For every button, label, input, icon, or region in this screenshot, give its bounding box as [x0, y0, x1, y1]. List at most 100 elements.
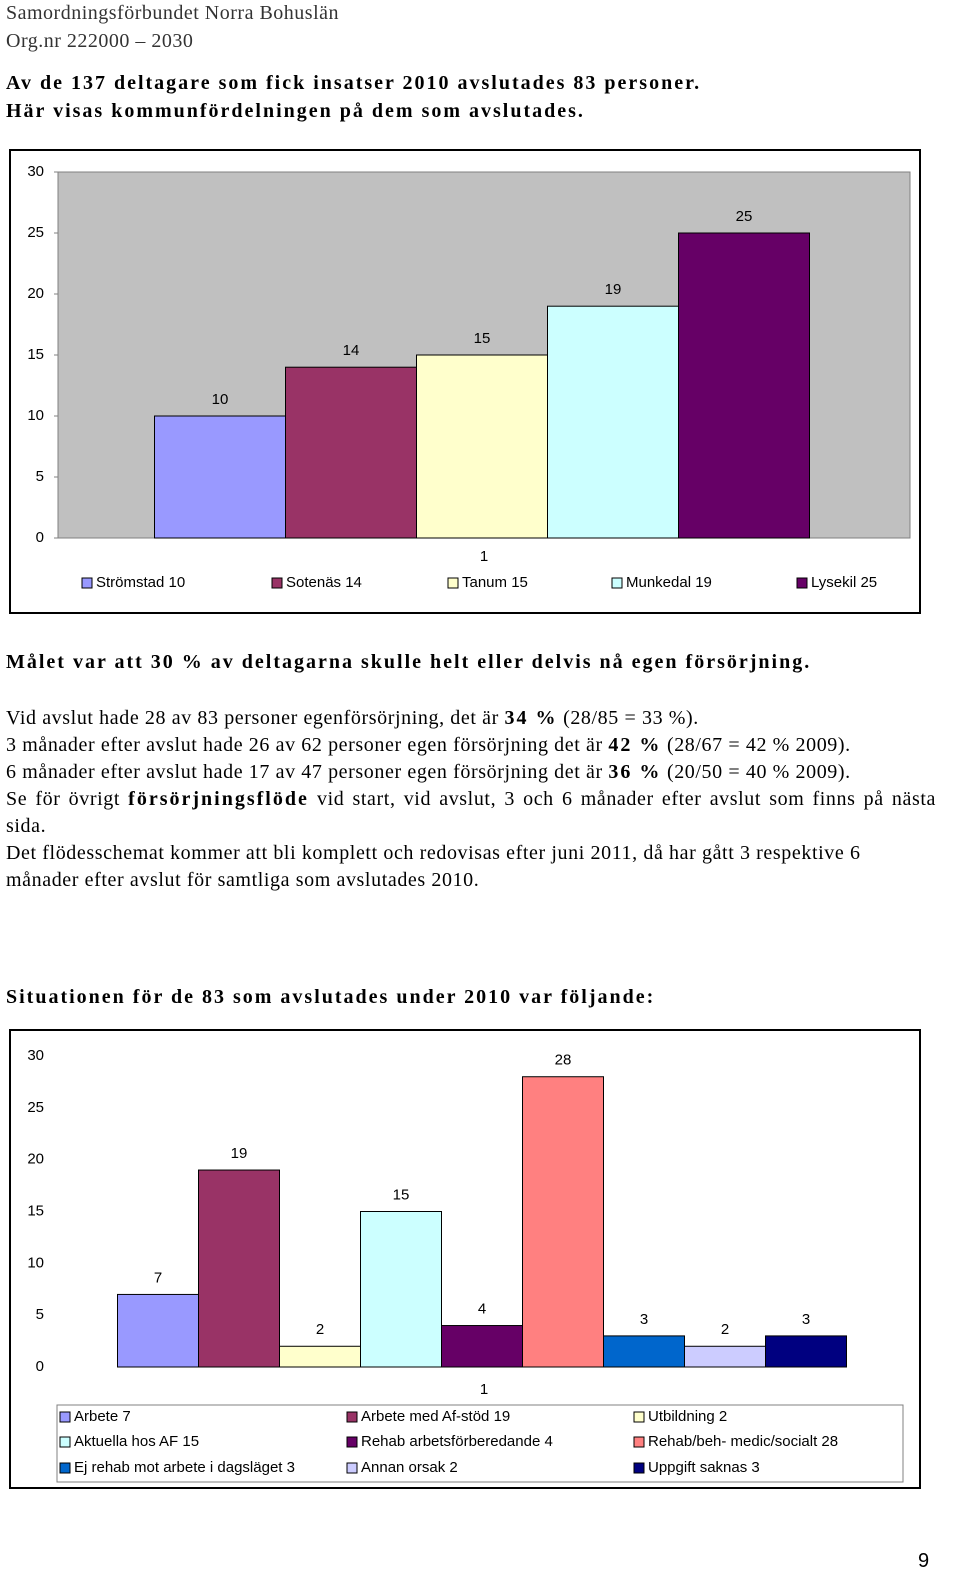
text: vid start, vid avslut, 3 och 6 månader e…: [6, 788, 937, 837]
legend-label: Uppgift saknas 3: [648, 1459, 760, 1476]
text: 42 %: [608, 734, 662, 756]
legend-label: Tanum 15: [462, 574, 528, 591]
text: (28/67 = 42 % 2009).: [661, 734, 851, 756]
text: 36 %: [608, 761, 662, 783]
y-tick-label: 30: [27, 1047, 44, 1064]
chart: 0 5 10 15 20 25 30 1 7 19 2 15 4 28 3 2 3 Arbete 7 Arbete …: [9, 1029, 921, 1489]
legend-swatch: [59, 1462, 71, 1474]
paragraph: Det flödesschemat kommer att bli komplet…: [6, 840, 936, 894]
y-tick-label: 15: [27, 346, 44, 363]
bar: [765, 1335, 847, 1368]
y-tick-label: 0: [36, 529, 44, 546]
y-tick-label: 15: [27, 1202, 44, 1219]
bar: [360, 1211, 442, 1368]
x-tick-label: 1: [480, 548, 488, 565]
org-number: Org.nr 222000 – 2030: [6, 30, 194, 52]
y-tick-label: 20: [27, 285, 44, 302]
y-tick-label: 10: [27, 407, 44, 424]
legend-swatch: [346, 1411, 358, 1423]
text: 34 %: [504, 707, 558, 729]
bar: [198, 1169, 280, 1368]
legend-swatch: [611, 577, 623, 589]
bar: [522, 1076, 604, 1368]
data-label: 4: [478, 1301, 486, 1318]
intro-line: Av de 137 deltagare som fick insatser 20…: [6, 72, 702, 94]
y-tick-label: 25: [27, 224, 44, 241]
legend-label: Lysekil 25: [811, 574, 877, 591]
text: (28/85 = 33 %).: [557, 707, 699, 729]
data-label: 3: [640, 1311, 648, 1328]
text: 6 månader efter avslut hade 17 av 47 per…: [6, 761, 609, 783]
page-number: 9: [918, 1550, 930, 1572]
data-label: 3: [802, 1311, 810, 1328]
legend-swatch: [796, 577, 808, 589]
y-tick-label: 5: [36, 1306, 44, 1323]
legend-label: Aktuella hos AF 15: [74, 1433, 199, 1450]
bar: [416, 354, 548, 539]
y-tick-label: 0: [36, 1358, 44, 1375]
data-label: 2: [316, 1321, 324, 1338]
legend-swatch: [271, 577, 283, 589]
legend-swatch: [346, 1436, 358, 1448]
text: 3 månader efter avslut hade 26 av 62 per…: [6, 734, 609, 756]
y-tick-label: 25: [27, 1099, 44, 1116]
data-label: 19: [231, 1145, 248, 1162]
data-label: 19: [605, 281, 622, 298]
data-label: 7: [154, 1269, 162, 1286]
situation-heading: Situationen för de 83 som avslutades und…: [6, 986, 656, 1008]
data-label: 28: [555, 1052, 572, 1069]
data-label: 15: [393, 1186, 410, 1203]
x-tick-label: 1: [480, 1381, 488, 1398]
org-name: Samordningsförbundet Norra Bohuslän: [6, 2, 340, 24]
legend-swatch: [633, 1411, 645, 1423]
legend-swatch: [633, 1462, 645, 1474]
data-label: 14: [343, 342, 360, 359]
legend-label: Utbildning 2: [648, 1408, 727, 1425]
data-label: 2: [721, 1321, 729, 1338]
bar: [154, 415, 286, 539]
legend-swatch: [59, 1411, 71, 1423]
y-tick-label: 30: [27, 163, 44, 180]
legend-swatch: [59, 1436, 71, 1448]
legend-label: Ej rehab mot arbete i dagsläget 3: [74, 1459, 295, 1476]
legend-label: Arbete 7: [74, 1408, 131, 1425]
bar: [678, 232, 810, 539]
data-label: 15: [474, 330, 491, 347]
legend-label: Annan orsak 2: [361, 1459, 458, 1476]
legend-label: Rehab/beh- medic/socialt 28: [648, 1433, 838, 1450]
legend-swatch: [633, 1436, 645, 1448]
paragraph: Se för övrigt försörjningsflöde vid star…: [6, 786, 936, 840]
text: Vid avslut hade 28 av 83 personer egenfö…: [6, 707, 505, 729]
text: Se för övrigt: [6, 788, 129, 810]
paragraph: 3 månader efter avslut hade 26 av 62 per…: [6, 732, 936, 759]
legend-swatch: [346, 1462, 358, 1474]
legend-swatch: [447, 577, 459, 589]
y-tick-label: 5: [36, 468, 44, 485]
bar: [547, 305, 679, 539]
bar: [285, 366, 417, 539]
data-label: 25: [736, 208, 753, 225]
legend-label: Rehab arbetsförberedande 4: [361, 1433, 553, 1450]
data-label: 10: [212, 391, 229, 408]
bar: [603, 1335, 685, 1368]
legend-swatch: [81, 577, 93, 589]
bar: [441, 1325, 523, 1368]
legend-label: Munkedal 19: [626, 574, 712, 591]
paragraph: Vid avslut hade 28 av 83 personer egenfö…: [6, 705, 936, 732]
paragraph: 6 månader efter avslut hade 17 av 47 per…: [6, 759, 936, 786]
intro-line: Här visas kommunfördelningen på dem som …: [6, 100, 585, 122]
text: försörjningsflöde: [128, 788, 309, 810]
legend-label: Strömstad 10: [96, 574, 185, 591]
bar: [684, 1345, 766, 1368]
goal-heading: Målet var att 30 % av deltagarna skulle …: [6, 651, 812, 673]
y-tick-label: 20: [27, 1151, 44, 1168]
text: Det flödesschemat kommer att bli komplet…: [6, 842, 861, 891]
legend-label: Sotenäs 14: [286, 574, 362, 591]
text: (20/50 = 40 % 2009).: [661, 761, 851, 783]
body-text: Vid avslut hade 28 av 83 personer egenfö…: [6, 705, 936, 894]
y-tick-label: 10: [27, 1254, 44, 1271]
legend-frame: [56, 1404, 904, 1483]
chart: 0 5 10 15 20 25 30 1 10 14 15 19 25 Strömstad 10 Soten…: [9, 149, 921, 614]
bar: [279, 1345, 361, 1368]
